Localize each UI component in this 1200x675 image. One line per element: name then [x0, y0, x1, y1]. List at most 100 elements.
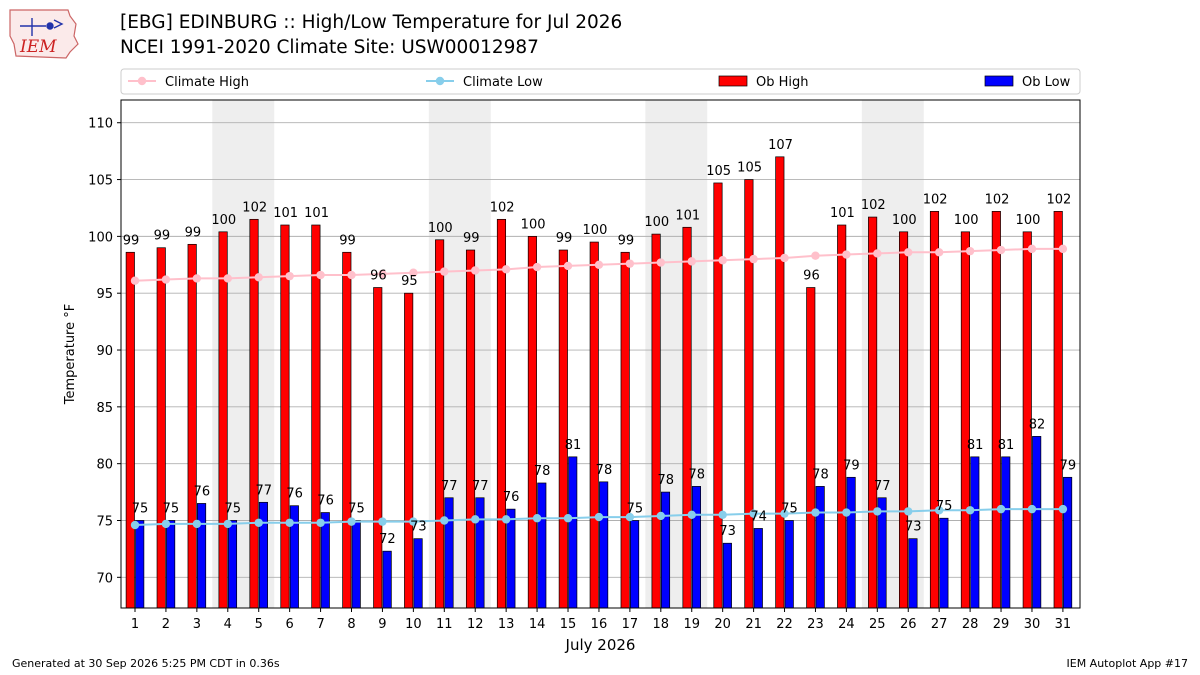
chart-subtitle: NCEI 1991-2020 Climate Site: USW00012987 [120, 37, 539, 58]
ob-low-label-4: 75 [225, 501, 242, 516]
chart-title: [EBG] EDINBURG :: High/Low Temperature f… [120, 12, 623, 33]
climate-high-point-18 [656, 258, 666, 267]
x-tick-label-6: 6 [286, 617, 294, 632]
ob-low-label-11: 77 [441, 479, 458, 494]
ob-low-bar-17 [630, 520, 640, 609]
ob-high-bar-11 [435, 239, 445, 609]
ob-high-label-15: 99 [556, 231, 573, 246]
ob-low-label-17: 75 [627, 501, 644, 516]
ob-high-bar-6 [280, 224, 290, 609]
ob-high-bar-23 [806, 287, 816, 609]
ob-high-bar-20 [713, 182, 723, 609]
iowa-outline-icon [9, 9, 79, 59]
climate-high-point-24 [842, 250, 851, 259]
ob-high-bar-24 [837, 224, 847, 609]
legend-climate-low-swatch-dot [435, 76, 445, 86]
ob-low-label-25: 77 [874, 479, 891, 494]
climate-high-point-21 [749, 254, 758, 264]
ob-high-label-26: 100 [892, 213, 917, 228]
ob-high-label-12: 99 [463, 231, 480, 246]
ob-high-bar-31 [1053, 211, 1063, 609]
climate-low-point-11 [440, 516, 449, 525]
x-tick-label-2: 2 [162, 617, 170, 632]
ob-high-bar-2 [156, 247, 166, 609]
ob-low-bar-15 [568, 456, 578, 609]
ob-high-label-22: 107 [768, 138, 793, 153]
climate-high-point-11 [440, 267, 449, 276]
ob-high-label-6: 101 [273, 206, 298, 221]
climate-low-point-23 [811, 508, 820, 517]
ob-high-bar-1 [125, 251, 135, 609]
x-tick-label-29: 29 [993, 617, 1010, 632]
climate-low-point-21 [749, 509, 758, 518]
ob-high-bar-4 [218, 231, 228, 609]
ob-low-label-16: 78 [596, 463, 613, 478]
x-tick-label-3: 3 [193, 617, 201, 632]
bar-labels: 99 75 99 75 99 76 100 75 102 77 101 76 101 76 99 75 96 72… [123, 138, 1076, 547]
climate-low-point-9 [378, 517, 387, 526]
ob-low-label-27: 75 [936, 499, 953, 514]
climate-low-point-3 [192, 519, 202, 529]
ob-high-bar-17 [620, 251, 630, 609]
ob-low-label-12: 77 [472, 479, 489, 494]
ob-low-label-2: 75 [163, 501, 180, 516]
climate-high-point-6 [285, 271, 294, 281]
ob-low-label-5: 77 [255, 483, 272, 498]
ob-high-label-24: 101 [830, 206, 855, 221]
climate-high-point-7 [316, 270, 325, 280]
ob-high-bar-8 [342, 251, 352, 609]
ob-low-label-13: 76 [503, 490, 520, 505]
climate-low-point-27 [934, 506, 944, 515]
x-tick-label-7: 7 [316, 617, 324, 632]
legend-ob-high-swatch [718, 75, 748, 87]
x-tick-label-18: 18 [653, 617, 670, 632]
ob-high-bar-27 [929, 211, 940, 609]
ob-low-label-3: 76 [194, 484, 211, 499]
climate-high-point-15 [563, 261, 573, 271]
legend-ob-high-label: Ob High [756, 75, 809, 90]
legend-ob-low-swatch [984, 75, 1014, 87]
climate-high-point-26 [904, 248, 913, 257]
climate-high-point-13 [501, 265, 511, 274]
ob-low-bar-23 [815, 486, 825, 609]
climate-low-point-29 [996, 504, 1006, 514]
climate-low-point-22 [780, 509, 789, 518]
x-tick-label-24: 24 [838, 617, 855, 632]
climate-high-point-12 [471, 266, 480, 275]
ob-high-label-25: 102 [861, 198, 886, 213]
ob-low-bar-21 [753, 528, 763, 609]
climate-high-point-27 [934, 248, 944, 257]
ob-low-bar-13 [506, 508, 516, 609]
ob-low-bar-12 [475, 497, 485, 609]
climate-high-point-10 [409, 268, 418, 277]
y-tick-label-100: 100 [88, 230, 113, 245]
climate-high-point-3 [192, 274, 202, 283]
x-tick-label-14: 14 [529, 617, 546, 632]
ob-low-label-22: 75 [781, 501, 798, 516]
ob-low-label-8: 75 [348, 501, 365, 516]
x-axis-label: July 2026 [565, 636, 636, 654]
weather-station-icon [20, 18, 64, 36]
ob-high-label-27: 102 [923, 192, 948, 207]
legend-climate-low-label: Climate Low [463, 75, 543, 90]
ob-high-bar-12 [465, 249, 476, 609]
ob-low-bar-16 [599, 481, 609, 609]
x-tick-label-10: 10 [405, 617, 422, 632]
climate-low-point-2 [161, 519, 171, 529]
x-tick-label-5: 5 [255, 617, 263, 632]
ob-high-label-4: 100 [211, 213, 236, 228]
x-tick-label-11: 11 [436, 617, 453, 632]
ob-high-label-17: 99 [618, 233, 635, 248]
x-tick-label-1: 1 [131, 617, 139, 632]
climate-low-point-20 [718, 510, 727, 520]
ob-low-bar-4 [227, 520, 238, 609]
x-tick-label-16: 16 [591, 617, 608, 632]
x-tick-label-23: 23 [807, 617, 824, 632]
climate-high-point-31 [1058, 244, 1068, 254]
climate-high-point-28 [965, 246, 975, 256]
ob-low-bar-10 [413, 538, 423, 609]
ob-low-label-14: 78 [534, 464, 551, 479]
legend-ob-low-label: Ob Low [1022, 75, 1071, 90]
y-axis-label: Temperature °F [63, 304, 78, 405]
